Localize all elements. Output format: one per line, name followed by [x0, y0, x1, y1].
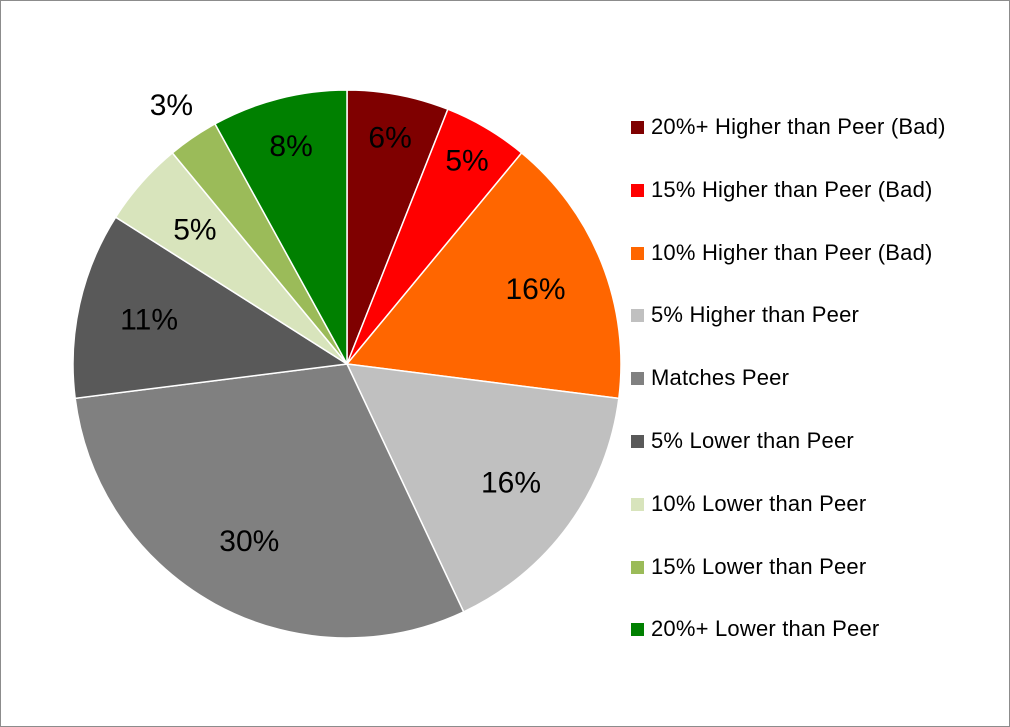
legend-swatch	[631, 560, 644, 574]
legend-item: 15% Lower than Peer	[631, 552, 946, 615]
legend-label: 10% Higher than Peer (Bad)	[651, 239, 933, 265]
legend-swatch	[631, 497, 644, 511]
legend-label: 10% Lower than Peer	[651, 490, 867, 516]
legend-item: 20%+ Lower than Peer	[631, 614, 946, 677]
pie-slice	[345, 363, 620, 613]
slice-data-label: 11%	[120, 303, 178, 336]
slice-data-label: 16%	[505, 273, 565, 306]
legend-label: 20%+ Higher than Peer (Bad)	[651, 114, 946, 139]
legend-label: 15% Higher than Peer (Bad)	[651, 176, 933, 202]
pie-slice	[345, 151, 622, 400]
slice-data-label: 6%	[368, 121, 411, 154]
legend-swatch	[631, 434, 644, 448]
legend: 20%+ Higher than Peer (Bad) 15% Higher th…	[631, 112, 946, 677]
legend-item: 5% Lower than Peer	[631, 426, 946, 489]
slice-data-label: 3%	[150, 89, 193, 122]
legend-item: 15% Higher than Peer (Bad)	[631, 175, 946, 238]
slice-data-label: 8%	[269, 130, 312, 163]
slice-data-label: 5%	[445, 145, 488, 178]
legend-label: 5% Lower than Peer	[651, 427, 854, 453]
legend-item: 20%+ Higher than Peer (Bad)	[631, 112, 946, 175]
legend-label: 20%+ Lower than Peer	[651, 616, 880, 642]
legend-label: Matches Peer	[651, 365, 790, 391]
pie-data-labels: 6% 5% 16% 16% 30% 11% 5% 3% 8%	[120, 89, 565, 558]
legend-swatch	[631, 372, 644, 386]
legend-item: Matches Peer	[631, 363, 946, 426]
legend-swatch	[631, 246, 644, 260]
pie-slice	[213, 89, 348, 365]
legend-swatch	[631, 183, 644, 197]
legend-swatch	[631, 309, 644, 323]
legend-item: 10% Higher than Peer (Bad)	[631, 238, 946, 301]
legend-swatch	[631, 623, 644, 637]
slice-data-label: 16%	[481, 467, 541, 500]
legend-swatch	[631, 121, 644, 134]
pie-slice	[74, 363, 465, 639]
legend-label: 5% Higher than Peer	[651, 302, 860, 328]
pie-slice	[72, 216, 350, 400]
pie-slices	[72, 89, 622, 639]
legend-item: 10% Lower than Peer	[631, 489, 946, 552]
legend-item: 5% Higher than Peer	[631, 300, 946, 363]
legend-label: 15% Lower than Peer	[651, 553, 867, 579]
slice-data-label: 5%	[173, 213, 216, 246]
slice-data-label: 30%	[219, 525, 279, 558]
